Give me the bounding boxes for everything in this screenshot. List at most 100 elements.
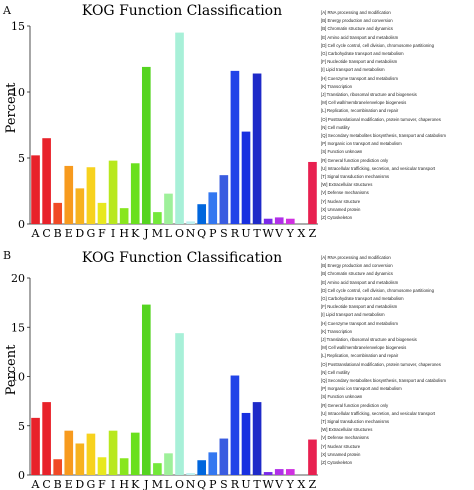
- x-tick-label: Y: [286, 478, 295, 490]
- bar-F: [97, 202, 107, 224]
- x-tick-label: A: [31, 227, 41, 240]
- x-tick-label: T: [253, 227, 261, 240]
- legend-item: [K] Transcription: [321, 328, 353, 334]
- legend-item: [Z] Cytoskeleton: [321, 460, 353, 465]
- x-tick-label: X: [297, 227, 305, 240]
- bar-Q: [197, 460, 207, 475]
- x-tick-label: M: [152, 227, 163, 240]
- x-tick-label: F: [98, 478, 106, 490]
- y-tick-label: 0: [18, 218, 25, 231]
- bar-C: [42, 402, 51, 475]
- x-tick-label: S: [220, 478, 228, 490]
- bar-P: [208, 452, 218, 475]
- legend-item: [T] Signal transduction mechanisms: [321, 419, 390, 424]
- legend-item: [I] Lipid transport and metabolism: [321, 312, 385, 318]
- legend-item: [G] Carbohydrate transport and metabolis…: [321, 296, 404, 301]
- chart-b: KOG Function Classification Percent 0 5 10…: [4, 250, 318, 490]
- legend-item: [U] Intracellular trafficking, secretion…: [321, 410, 436, 416]
- bar-O: [175, 32, 184, 224]
- x-tick-label: X: [297, 478, 305, 490]
- x-tick-label: H: [119, 478, 129, 490]
- legend-item: [T] Signal transduction mechanisms: [321, 174, 390, 179]
- bar-P: [208, 192, 218, 224]
- legend-item: [V] Defense mechanisms: [321, 435, 369, 441]
- y-axis-label: Percent: [4, 82, 19, 133]
- x-tick-label: W: [262, 478, 274, 490]
- legend-item: [W] Extracellular structures: [321, 182, 373, 188]
- legend-item: [V] Defense mechanisms: [321, 190, 369, 196]
- legend-item: [Z] Cytoskeleton: [321, 215, 353, 220]
- x-tick-label: R: [231, 478, 240, 490]
- legend-item: [D] Cell cycle control, cell division, c…: [321, 42, 434, 48]
- bar-V: [274, 469, 284, 475]
- legend-item: [M] Cell wall/membrane/envelope biogenes…: [321, 100, 407, 106]
- x-tick-label: F: [98, 227, 106, 240]
- bar-E: [64, 430, 74, 475]
- x-tick-label: Q: [197, 478, 206, 490]
- bar-J: [141, 304, 151, 475]
- x-tick-label: C: [42, 478, 50, 490]
- legend-item: [Q] Secondary metabolites biosynthesis, …: [321, 133, 446, 138]
- bar-L: [164, 453, 173, 475]
- bar-Y: [285, 218, 295, 224]
- bar-R: [230, 375, 240, 475]
- x-tick-label: G: [87, 227, 96, 240]
- x-tick-label: I: [111, 478, 115, 490]
- bar-M: [153, 212, 162, 224]
- legend-item: [N] Cell motility: [321, 124, 350, 130]
- y-tick-label: 10: [11, 371, 25, 384]
- legend-item: [R] General function prediction only: [321, 402, 389, 408]
- legend-item: [O] Posttranslational modification, prot…: [321, 361, 441, 367]
- bar-H: [119, 458, 129, 475]
- bar-K: [130, 163, 140, 224]
- bar-H: [119, 208, 129, 224]
- bar-R: [230, 70, 240, 224]
- bar-G: [86, 433, 96, 475]
- bar-M: [153, 463, 162, 475]
- y-tick-label: 0: [18, 469, 25, 482]
- legend-item: [B] Chromatin structure and dynamics: [321, 271, 393, 277]
- x-tick-label: E: [65, 227, 73, 240]
- legend-item: [O] Posttranslational modification, prot…: [321, 116, 441, 122]
- x-tick-label: K: [131, 227, 140, 240]
- legend-item: [F] Nucleotide transport and metabolism: [321, 304, 398, 310]
- panel-b: B KOG Function Classification Percent 0 5…: [0, 245, 474, 490]
- legend-item: [S] Function unknown: [321, 394, 363, 400]
- bar-U: [241, 131, 251, 224]
- x-tick-label: H: [119, 227, 129, 240]
- x-tick-label: L: [165, 227, 173, 240]
- x-tick-label: O: [175, 227, 184, 240]
- bar-T: [252, 73, 262, 225]
- bar-T: [252, 402, 262, 475]
- y-tick-label: 5: [18, 152, 25, 165]
- x-tick-label: V: [274, 478, 284, 490]
- x-tick-label: O: [175, 478, 184, 490]
- legend-item: [P] Inorganic ion transport and metaboli…: [321, 386, 402, 392]
- legend-item: [G] Carbohydrate transport and metabolis…: [321, 51, 404, 56]
- x-tick-label: J: [143, 227, 148, 240]
- legend-item: [B] Chromatin structure and dynamics: [321, 26, 393, 32]
- legend-item: [D] Cell cycle control, cell division, c…: [321, 287, 434, 293]
- bar-O: [175, 333, 184, 475]
- x-tick-label: Q: [197, 227, 206, 240]
- x-tick-label: B: [54, 478, 62, 490]
- y-tick-label: 10: [11, 86, 25, 99]
- legend-item: [B] Energy production and conversion: [321, 18, 393, 24]
- bar-W: [263, 218, 273, 224]
- bar-F: [97, 457, 107, 475]
- legend-item: [J] Translation, ribosomal structure and…: [321, 337, 417, 342]
- bar-L: [164, 193, 173, 224]
- x-tick-label: B: [54, 227, 62, 240]
- legend-item: [B] Energy production and conversion: [321, 263, 393, 269]
- panel-letter-b: B: [3, 249, 12, 262]
- bar-W: [263, 472, 273, 475]
- bar-V: [274, 217, 284, 224]
- legend-item: [A] RNA processing and modification: [321, 10, 391, 15]
- x-tick-label: M: [152, 478, 163, 490]
- bar-B: [53, 202, 63, 224]
- bar-D: [75, 443, 85, 475]
- x-tick-label: C: [42, 227, 50, 240]
- chart-a: KOG Function Classification Percent 0 5 10…: [4, 3, 318, 240]
- x-tick-label: W: [262, 227, 274, 240]
- bar-Q: [197, 204, 207, 224]
